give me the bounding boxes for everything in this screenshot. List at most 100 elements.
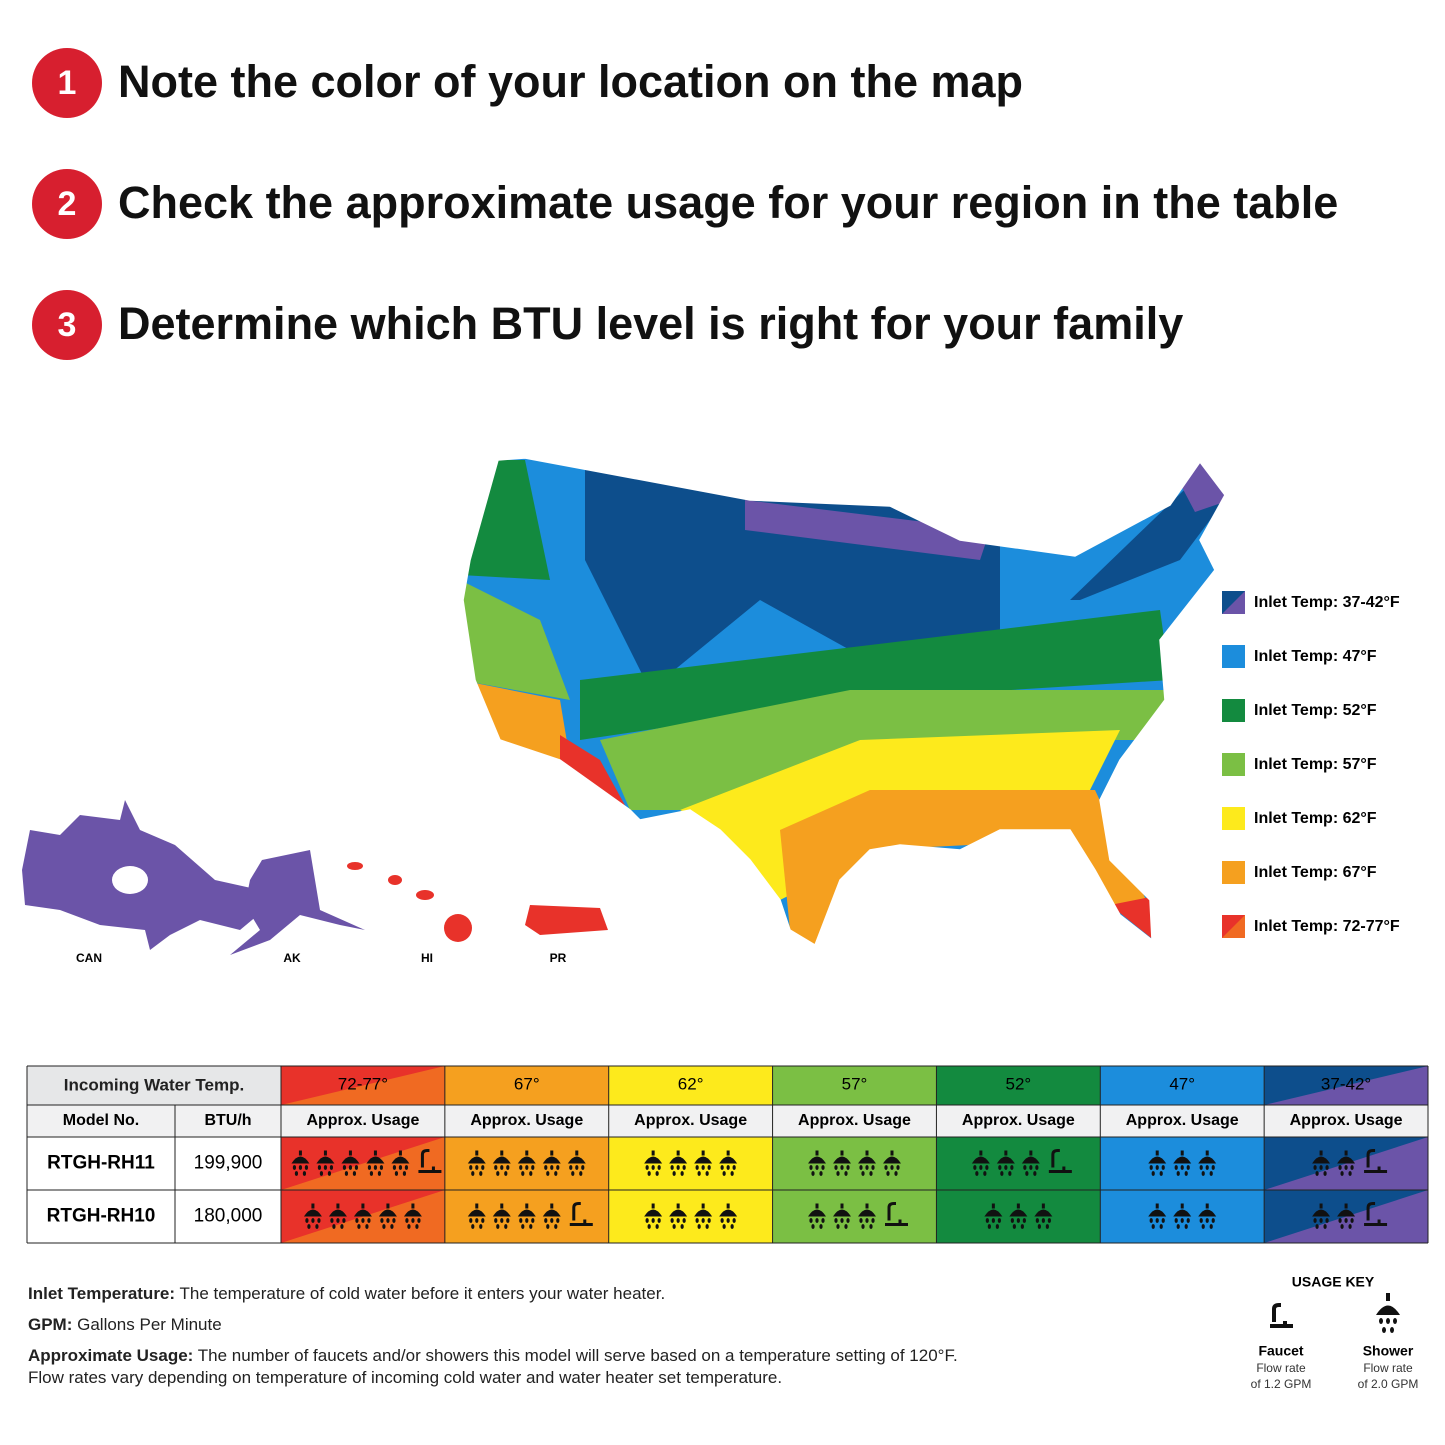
shower-pipe xyxy=(361,1203,365,1209)
model-name: RTGH-RH11 xyxy=(47,1153,155,1174)
shower-drop xyxy=(651,1165,655,1170)
shower-drop xyxy=(890,1165,894,1170)
shower-head xyxy=(883,1156,901,1164)
shower-drop xyxy=(340,1224,344,1229)
shower-head xyxy=(341,1156,360,1164)
shower-drop xyxy=(645,1165,649,1170)
shower-drop xyxy=(869,1171,873,1176)
shower-head xyxy=(1009,1209,1028,1217)
shower-drop xyxy=(390,1224,394,1229)
shower-drop xyxy=(386,1218,390,1223)
shower-drop xyxy=(1323,1224,1327,1229)
shower-pipe xyxy=(979,1150,983,1156)
shower-icon xyxy=(883,1150,901,1176)
shower-drop xyxy=(1025,1171,1029,1176)
shower-pipe xyxy=(373,1150,377,1156)
shower-head xyxy=(542,1209,561,1217)
shower-pipe xyxy=(676,1203,680,1209)
shower-drop xyxy=(995,1224,999,1229)
shower-pipe xyxy=(500,1150,504,1156)
shower-drop xyxy=(720,1165,724,1170)
step-number: 3 xyxy=(58,306,77,344)
shower-drop xyxy=(354,1165,359,1170)
shower-icon xyxy=(303,1203,322,1229)
shower-drop xyxy=(1020,1224,1024,1229)
note-text: Flow rates vary depending on temperature… xyxy=(28,1368,782,1387)
shower-head xyxy=(467,1209,486,1217)
shower-icon xyxy=(694,1150,713,1176)
faucet-icon xyxy=(885,1202,908,1226)
shower-drop xyxy=(1184,1224,1188,1229)
shower-drop xyxy=(550,1165,554,1170)
shower-drop xyxy=(865,1218,869,1223)
shower-drop xyxy=(1023,1165,1027,1170)
shower-icon xyxy=(391,1150,410,1176)
shower-pipe xyxy=(701,1150,705,1156)
usage-header: Approx. Usage xyxy=(634,1112,747,1129)
shower-icon xyxy=(517,1203,536,1229)
shower-icon xyxy=(492,1150,511,1176)
shower-head xyxy=(1148,1209,1167,1217)
shower-drop xyxy=(1176,1171,1180,1176)
shower-drop xyxy=(991,1218,995,1223)
shower-pipe xyxy=(1155,1203,1159,1209)
shower-icon xyxy=(1173,1203,1192,1229)
table-header-cell xyxy=(27,1066,281,1105)
shower-icon xyxy=(694,1203,713,1229)
shower-drop xyxy=(475,1218,479,1223)
shower-drop xyxy=(1350,1165,1354,1170)
shower-drop xyxy=(1390,1327,1394,1333)
shower-drop xyxy=(342,1165,347,1170)
shower-icon xyxy=(467,1150,486,1176)
shower-drop xyxy=(550,1218,554,1223)
usage-cell xyxy=(608,1190,773,1243)
shower-pipe xyxy=(1319,1150,1323,1156)
usage-header: Approx. Usage xyxy=(306,1112,419,1129)
shower-pipe xyxy=(1029,1150,1033,1156)
shower-drop xyxy=(726,1218,730,1223)
shower-head xyxy=(719,1156,738,1164)
shower-drop xyxy=(529,1224,533,1229)
shower-drop xyxy=(1151,1224,1155,1229)
shower-drop xyxy=(1022,1218,1026,1223)
shower-pipe xyxy=(815,1203,819,1209)
faucet-icon xyxy=(1048,1149,1072,1173)
shower-icon xyxy=(1009,1203,1028,1229)
shower-pipe xyxy=(815,1150,819,1156)
faucet-base xyxy=(885,1219,908,1226)
shower-icon xyxy=(808,1203,826,1229)
note-term: Inlet Temperature: xyxy=(28,1284,175,1303)
shower-drop xyxy=(1338,1218,1342,1223)
faucet-base xyxy=(1048,1166,1072,1173)
shower-drop xyxy=(581,1165,585,1170)
shower-icon xyxy=(996,1150,1015,1176)
shower-drop xyxy=(1209,1224,1213,1229)
shower-drop xyxy=(357,1224,361,1229)
shower-drop xyxy=(657,1165,661,1170)
shower-icon xyxy=(1021,1150,1040,1176)
shower-icon xyxy=(719,1150,738,1176)
shower-drop xyxy=(1211,1218,1215,1223)
shower-drop xyxy=(1201,1224,1205,1229)
shower-drop xyxy=(896,1165,900,1170)
usage-key-name: Faucet xyxy=(1258,1343,1303,1359)
shower-drop xyxy=(302,1171,307,1176)
shower-drop xyxy=(815,1218,819,1223)
shower-head xyxy=(971,1156,990,1164)
shower-drop xyxy=(844,1171,848,1176)
shower-drop xyxy=(884,1165,888,1170)
shower-head xyxy=(1021,1156,1040,1164)
legend-label: Inlet Temp: 57°F xyxy=(1254,756,1377,773)
shower-head xyxy=(996,1156,1015,1164)
shower-drop xyxy=(554,1224,558,1229)
step-text: Check the approximate usage for your reg… xyxy=(118,177,1338,228)
shower-drop xyxy=(377,1171,382,1176)
shower-head xyxy=(492,1209,511,1217)
shower-icon xyxy=(1337,1150,1356,1176)
shower-drop xyxy=(1350,1218,1354,1223)
shower-drop xyxy=(327,1171,332,1176)
shower-drop xyxy=(998,1165,1002,1170)
shower-drop xyxy=(304,1165,309,1170)
shower-drop xyxy=(670,1218,674,1223)
shower-head xyxy=(1173,1156,1192,1164)
